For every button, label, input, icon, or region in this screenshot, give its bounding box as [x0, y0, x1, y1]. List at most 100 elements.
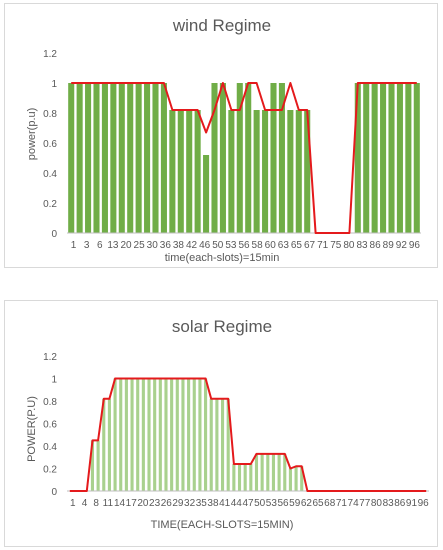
- solar-x-tick-label: 56: [277, 498, 289, 509]
- solar-bar: [261, 454, 264, 491]
- solar-chart-title: solar Regime: [172, 317, 272, 336]
- solar-bar: [181, 379, 184, 492]
- wind-x-tick-label: 92: [396, 240, 408, 251]
- wind-x-tick-label: 42: [186, 240, 198, 251]
- solar-y-tick-label: 1.2: [43, 352, 57, 363]
- solar-bar: [283, 454, 286, 491]
- solar-bar: [187, 379, 190, 492]
- solar-bar: [125, 379, 128, 492]
- wind-bar: [152, 83, 158, 233]
- solar-bar: [176, 379, 179, 492]
- solar-bar: [130, 379, 133, 492]
- solar-y-axis-title: POWER(P.U): [26, 396, 38, 462]
- wind-bar: [397, 83, 403, 233]
- wind-x-tick-label: 36: [160, 240, 172, 251]
- solar-bar: [210, 399, 213, 491]
- solar-bar: [295, 466, 298, 491]
- wind-y-tick-label: 1: [51, 79, 57, 90]
- solar-series-line: [70, 379, 426, 492]
- wind-bar: [414, 83, 420, 233]
- solar-x-tick-label: 68: [324, 498, 336, 509]
- solar-bar: [108, 399, 111, 491]
- solar-x-tick-label: 4: [82, 498, 88, 509]
- wind-y-tick-label: 0.8: [43, 109, 57, 120]
- wind-x-tick-label: 65: [291, 240, 303, 251]
- wind-x-tick-label: 1: [71, 240, 77, 251]
- wind-x-tick-label: 20: [120, 240, 132, 251]
- solar-x-tick-label: 65: [313, 498, 325, 509]
- solar-x-tick-label: 62: [301, 498, 313, 509]
- wind-x-tick-label: 3: [84, 240, 90, 251]
- wind-bar: [388, 83, 394, 233]
- solar-bar: [255, 454, 258, 491]
- wind-y-axis-title: power(p.u): [26, 108, 38, 161]
- solar-y-tick-label: 0.8: [43, 397, 57, 408]
- solar-x-tick-label: 35: [196, 498, 208, 509]
- solar-x-tick-label: 26: [161, 498, 173, 509]
- solar-bar: [142, 379, 145, 492]
- wind-bar: [372, 83, 378, 233]
- solar-x-tick-label: 59: [289, 498, 301, 509]
- wind-x-tick-label: 46: [199, 240, 211, 251]
- solar-bar: [238, 464, 241, 491]
- solar-x-tick-label: 11: [103, 498, 114, 509]
- solar-x-tick-label: 50: [254, 498, 266, 509]
- solar-y-tick-label: 0.2: [43, 465, 57, 476]
- wind-chart-panel: wind Regime time(each-slots)=15min power…: [4, 3, 438, 268]
- solar-x-tick-label: 83: [383, 498, 395, 509]
- wind-bar: [178, 110, 184, 233]
- wind-bar: [220, 83, 226, 233]
- solar-x-tick-label: 14: [114, 498, 126, 509]
- solar-chart: solar Regime TIME(EACH-SLOTS=15MIN) POWE…: [5, 301, 439, 548]
- wind-x-tick-label: 67: [304, 240, 316, 251]
- wind-y-tick-label: 0.6: [43, 139, 57, 150]
- wind-bar: [93, 83, 99, 233]
- wind-bar: [102, 83, 108, 233]
- wind-bar: [380, 83, 386, 233]
- wind-x-tick-label: 83: [356, 240, 368, 251]
- wind-x-tick-label: 80: [343, 240, 355, 251]
- wind-bar: [161, 83, 167, 233]
- solar-x-tick-label: 44: [231, 498, 243, 509]
- solar-x-tick-label: 47: [242, 498, 254, 509]
- wind-x-tick-label: 38: [173, 240, 185, 251]
- wind-x-tick-label: 63: [278, 240, 290, 251]
- solar-bar: [232, 464, 235, 491]
- wind-x-tick-label: 25: [134, 240, 146, 251]
- wind-bar: [287, 110, 293, 233]
- solar-bar: [119, 379, 122, 492]
- wind-x-tick-label: 13: [107, 240, 119, 251]
- wind-bar: [127, 83, 133, 233]
- wind-bar: [203, 155, 209, 233]
- wind-bar: [245, 83, 251, 233]
- wind-y-tick-label: 0.2: [43, 199, 57, 210]
- solar-bar: [272, 454, 275, 491]
- solar-x-tick-label: 80: [371, 498, 383, 509]
- solar-bar: [193, 379, 196, 492]
- wind-x-tick-label: 89: [383, 240, 395, 251]
- solar-x-tick-label: 71: [336, 498, 348, 509]
- solar-x-tick-label: 74: [348, 498, 360, 509]
- wind-bar: [136, 83, 142, 233]
- solar-x-tick-label: 8: [93, 498, 99, 509]
- wind-x-tick-label: 58: [252, 240, 264, 251]
- wind-bar: [363, 83, 369, 233]
- wind-x-tick-label: 53: [225, 240, 237, 251]
- wind-bar: [270, 83, 276, 233]
- wind-x-tick-label: 56: [238, 240, 250, 251]
- wind-x-tick-label: 50: [212, 240, 224, 251]
- solar-bar: [204, 379, 207, 492]
- solar-x-tick-label: 96: [418, 498, 430, 509]
- wind-y-tick-label: 0.4: [43, 169, 57, 180]
- solar-x-tick-label: 86: [394, 498, 406, 509]
- solar-bar: [136, 379, 139, 492]
- wind-x-tick-label: 6: [97, 240, 103, 251]
- wind-bar: [169, 110, 175, 233]
- wind-bar: [68, 83, 74, 233]
- wind-x-tick-label: 86: [370, 240, 382, 251]
- solar-bar: [97, 440, 100, 491]
- solar-bar: [249, 464, 252, 491]
- wind-x-tick-label: 96: [409, 240, 421, 251]
- solar-bar: [164, 379, 167, 492]
- wind-x-tick-label: 71: [317, 240, 329, 251]
